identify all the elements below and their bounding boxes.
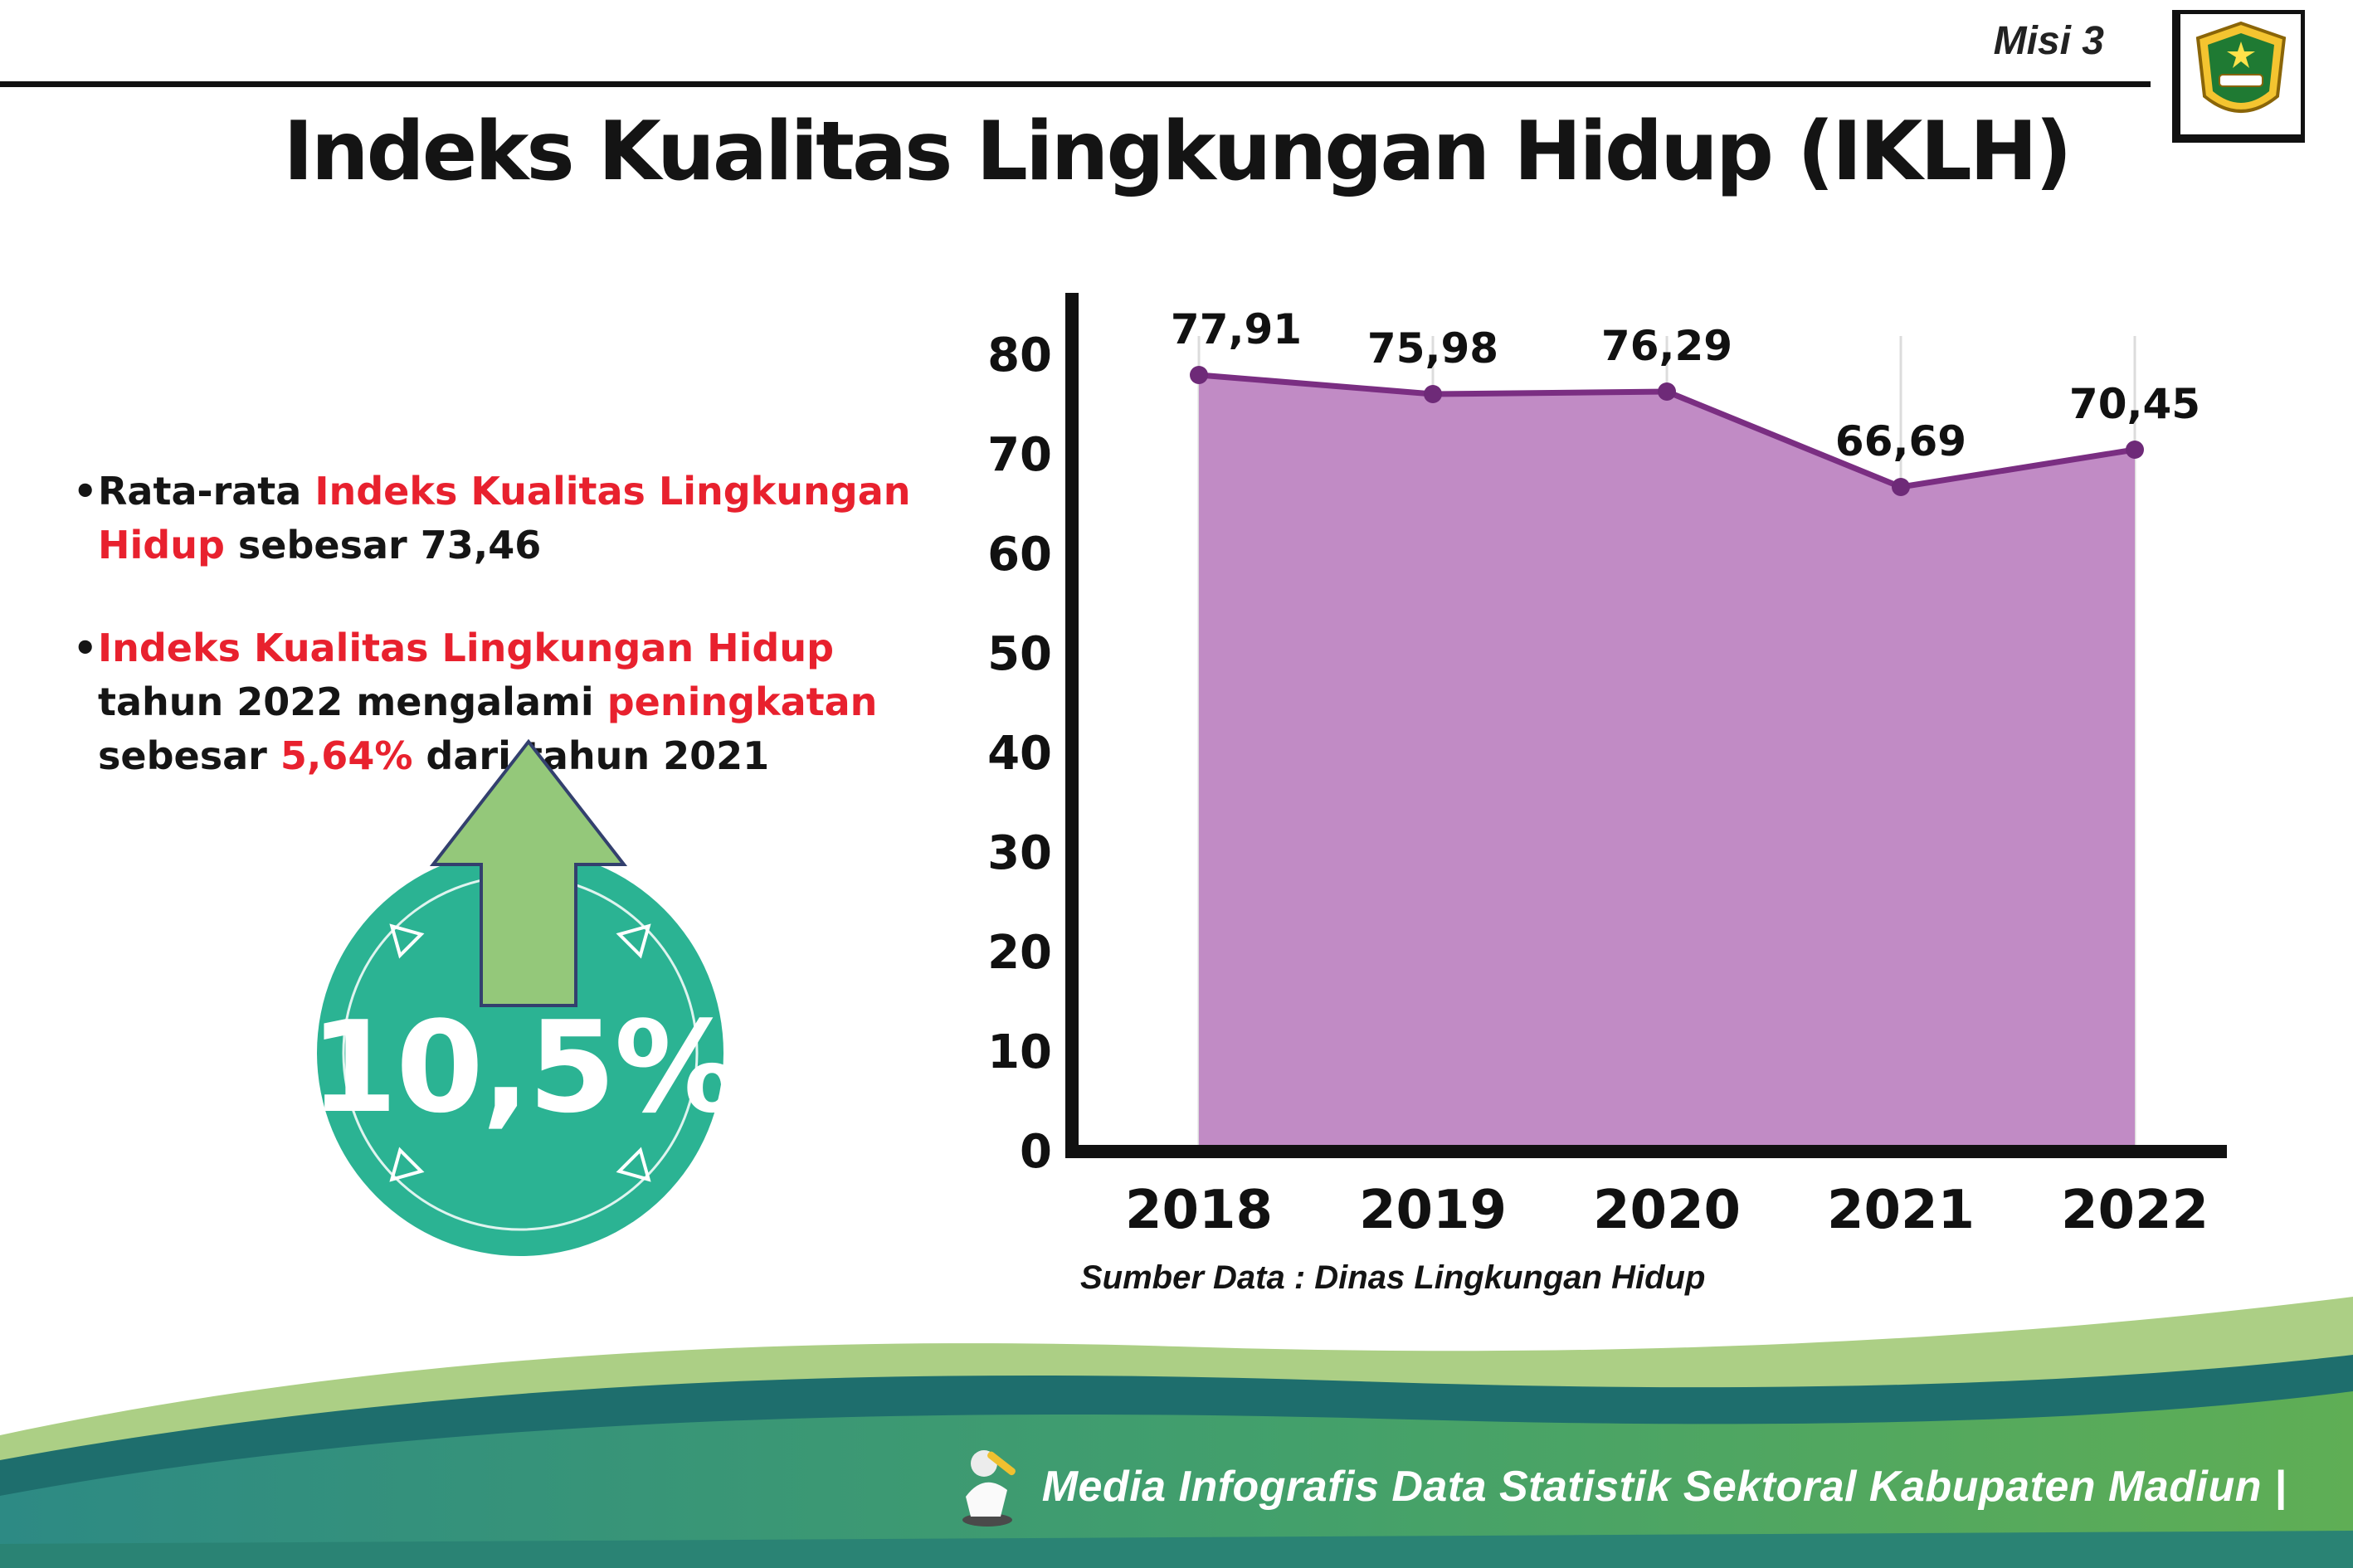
x-tick-label: 2018 xyxy=(1125,1180,1273,1241)
footer-waves xyxy=(0,1297,2353,1568)
x-tick-label: 2021 xyxy=(1827,1180,1975,1241)
iklh-area-chart: 77,91 75,98 76,29 66,69 70,45 0 10 20 30 40 50 60 70… xyxy=(987,293,2227,1241)
ring-triangle xyxy=(389,923,425,959)
x-tick-label: 2020 xyxy=(1593,1180,1741,1241)
y-tick-label: 40 xyxy=(987,727,1052,781)
ring-triangle xyxy=(616,923,651,959)
ring-triangle xyxy=(389,1147,425,1182)
bullet2-part1: Indeks Kualitas Lingkungan Hidup xyxy=(98,625,835,670)
x-axis xyxy=(1065,1145,2227,1158)
y-tick-label: 10 xyxy=(987,1025,1052,1079)
mascot-body xyxy=(965,1482,1007,1517)
mascot-icon xyxy=(962,1450,1016,1527)
page-title: Indeks Kualitas Lingkungan Hidup (IKLH) xyxy=(283,105,2072,199)
crest-icon xyxy=(2195,21,2286,113)
y-tick-label: 50 xyxy=(987,627,1052,681)
up-arrow-icon xyxy=(429,738,628,1007)
data-point xyxy=(1658,382,1676,401)
misi-label: Misi 3 xyxy=(1993,19,2104,63)
bullet2-part4: sebesar xyxy=(98,733,280,779)
bullet2-part3: peningkatan xyxy=(607,679,878,724)
bullet2-part5: 5,64% xyxy=(280,733,413,779)
bullet2-part6: dari tahun 2021 xyxy=(412,733,770,779)
bullet-marker: • xyxy=(73,625,98,670)
bullet-increase-2022: • Indeks Kualitas Lingkungan Hidup tahun … xyxy=(73,621,940,784)
y-tick-label: 20 xyxy=(987,926,1052,980)
wave-bottom-strip xyxy=(0,1531,2353,1568)
header-rule xyxy=(0,81,2151,87)
bullet-marker: • xyxy=(73,469,98,514)
bullet1-part3: sebesar 73,46 xyxy=(224,523,542,568)
area-fill xyxy=(1199,375,2135,1145)
y-tick-label: 30 xyxy=(987,826,1052,880)
y-axis xyxy=(1065,293,1079,1151)
x-tick-label: 2022 xyxy=(2061,1180,2209,1241)
y-tick-label: 80 xyxy=(987,329,1052,382)
badge-circle xyxy=(317,850,723,1256)
y-tick-label: 0 xyxy=(1020,1125,1052,1179)
value-label: 76,29 xyxy=(1601,322,1732,370)
value-label: 70,45 xyxy=(2069,380,2200,428)
footer-credit: Media Infografis Data Statistik Sektoral… xyxy=(949,1445,2287,1528)
credit-text: Media Infografis Data Statistik Sektoral… xyxy=(1041,1463,2287,1511)
x-tick-label: 2019 xyxy=(1359,1180,1507,1241)
y-tick-label: 70 xyxy=(987,428,1052,482)
ring-triangle xyxy=(616,1147,651,1182)
bullet1-part1: Rata-rata xyxy=(98,469,315,514)
mascot-pencil xyxy=(987,1451,1016,1476)
data-point xyxy=(2126,441,2144,459)
value-label: 75,98 xyxy=(1367,324,1498,373)
bullet2-part2: tahun 2022 mengalami xyxy=(98,679,607,724)
data-point xyxy=(1190,366,1208,384)
data-source: Sumber Data : Dinas Lingkungan Hidup xyxy=(1080,1259,1706,1296)
increase-badge xyxy=(317,738,723,1256)
badge-percentage: 10,5% xyxy=(309,994,740,1141)
value-label: 66,69 xyxy=(1835,417,1966,465)
crest-star xyxy=(2226,41,2255,68)
bullet1-part2: Indeks Kualitas Lingkungan Hidup xyxy=(98,469,911,568)
summary-bullets: • Rata-rata Indeks Kualitas Lingkungan Hi… xyxy=(73,465,940,832)
wave-main xyxy=(0,1391,2353,1568)
bullet-average-iklh: • Rata-rata Indeks Kualitas Lingkungan Hi… xyxy=(73,465,940,573)
value-label: 77,91 xyxy=(1171,305,1302,353)
data-point xyxy=(1892,478,1910,496)
kabupaten-madiun-logo xyxy=(2172,10,2305,143)
data-point xyxy=(1424,385,1442,403)
y-tick-label: 60 xyxy=(987,528,1052,582)
crest-banner xyxy=(2218,73,2263,87)
